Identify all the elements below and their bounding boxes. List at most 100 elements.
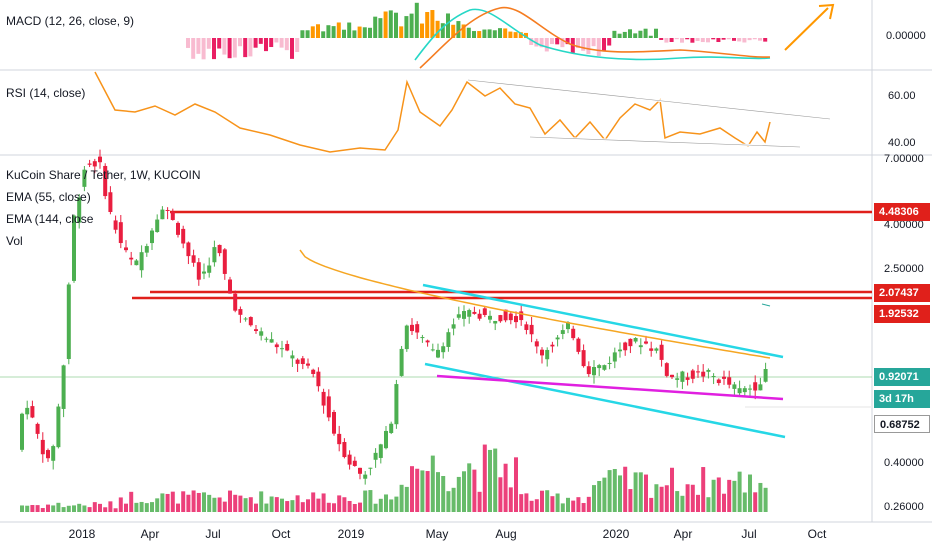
- macd-histogram-bar: [357, 26, 362, 38]
- macd-histogram-bar: [404, 16, 409, 38]
- volume-bar: [384, 494, 388, 512]
- volume-bar: [222, 501, 227, 512]
- macd-histogram-bar: [581, 38, 586, 51]
- candle-body: [98, 156, 102, 163]
- volume-bar: [139, 501, 144, 512]
- candle-body: [82, 169, 87, 187]
- volume-bar: [659, 486, 664, 512]
- macd-histogram-bar: [342, 29, 346, 38]
- channel-upper-line: [422, 283, 784, 359]
- candle-body: [347, 454, 352, 465]
- candle-body: [92, 161, 97, 167]
- candle-body: [602, 365, 607, 370]
- macd-histogram-bar: [539, 38, 544, 48]
- macd-histogram-bar: [352, 30, 357, 38]
- macd-axis-label: 0.00000: [886, 30, 926, 42]
- candle-body: [503, 309, 508, 321]
- macd-histogram-bar: [269, 38, 274, 48]
- volume-bar: [332, 503, 336, 512]
- candle-body: [103, 165, 108, 197]
- volume-bar: [306, 499, 310, 512]
- volume-bar: [207, 494, 212, 512]
- volume-bar: [103, 507, 108, 512]
- candle-body: [212, 247, 217, 263]
- volume-bar: [51, 505, 56, 512]
- macd-histogram-bar: [222, 38, 227, 55]
- volume-bar: [378, 498, 383, 512]
- volume-bar: [358, 502, 362, 512]
- macd-histogram-bar: [300, 30, 305, 38]
- volume-bar: [654, 484, 659, 512]
- volume-bar: [576, 497, 581, 512]
- volume-bar: [129, 491, 134, 512]
- volume-bar: [540, 490, 544, 512]
- x-tick-label: 2019: [338, 527, 365, 541]
- volume-bar: [560, 503, 565, 512]
- candle-body: [72, 215, 76, 281]
- candle-body: [659, 344, 664, 360]
- candle-body: [519, 311, 524, 321]
- macd-histogram-bar: [737, 38, 742, 42]
- volume-bar: [290, 500, 295, 512]
- candle-body: [165, 209, 170, 211]
- candle-body: [118, 222, 123, 244]
- candle-body: [493, 320, 498, 324]
- price-tag: 1.92532: [874, 305, 930, 323]
- candle-body: [124, 247, 128, 251]
- signal-line: [419, 6, 771, 69]
- volume-bar: [316, 498, 321, 512]
- macd-histogram-bar: [742, 38, 747, 43]
- x-tick-label: Oct: [272, 527, 291, 541]
- candle-body: [306, 363, 310, 366]
- volume-bar: [410, 466, 414, 512]
- candle-body: [649, 348, 654, 351]
- candle-body: [623, 342, 628, 351]
- macd-histogram-bar: [508, 31, 513, 38]
- volume-bar: [25, 505, 30, 512]
- volume-bar: [716, 477, 721, 512]
- macd-histogram-bar: [414, 2, 419, 38]
- volume-bar: [326, 502, 331, 512]
- volume-bar: [451, 487, 456, 512]
- candle-body: [571, 328, 576, 339]
- candle-body: [404, 325, 409, 350]
- x-tick-label: May: [426, 527, 449, 541]
- volume-bar: [347, 500, 352, 512]
- volume-bar: [394, 496, 399, 512]
- candle-body: [290, 355, 295, 359]
- macd-histogram-bar: [721, 38, 726, 40]
- macd-histogram-bar: [253, 38, 258, 48]
- candle-body: [732, 384, 737, 389]
- candle-body: [633, 337, 638, 342]
- volume-bar: [524, 493, 529, 512]
- macd-histogram-bar: [186, 38, 190, 48]
- candle-body: [269, 339, 274, 343]
- candle-body: [706, 369, 711, 372]
- macd-histogram-bar: [586, 38, 591, 55]
- macd-histogram-bar: [373, 16, 378, 38]
- macd-histogram-bar: [466, 27, 471, 38]
- volume-bar: [46, 504, 50, 512]
- price-axis-label: 7.00000: [884, 153, 924, 165]
- volume-bar: [482, 444, 487, 512]
- volume-bar: [368, 490, 373, 512]
- volume-bar: [295, 495, 300, 512]
- candle-body: [363, 474, 368, 479]
- macd-histogram-bar: [732, 38, 736, 41]
- candle-body: [51, 446, 56, 461]
- volume-bar: [732, 480, 737, 512]
- volume-bar: [763, 487, 768, 512]
- macd-histogram-bar: [617, 33, 622, 38]
- candle-body: [202, 271, 206, 274]
- candle-body: [638, 345, 643, 348]
- candle-body: [628, 338, 633, 347]
- volume-bar: [150, 502, 154, 512]
- macd-histogram-bar: [399, 26, 404, 38]
- volume-bar: [467, 463, 472, 512]
- candle-body: [701, 371, 706, 377]
- volume-bar: [586, 496, 591, 512]
- volume-bar: [77, 503, 82, 512]
- volume-bar: [628, 489, 633, 512]
- macd-histogram-bar: [560, 38, 565, 48]
